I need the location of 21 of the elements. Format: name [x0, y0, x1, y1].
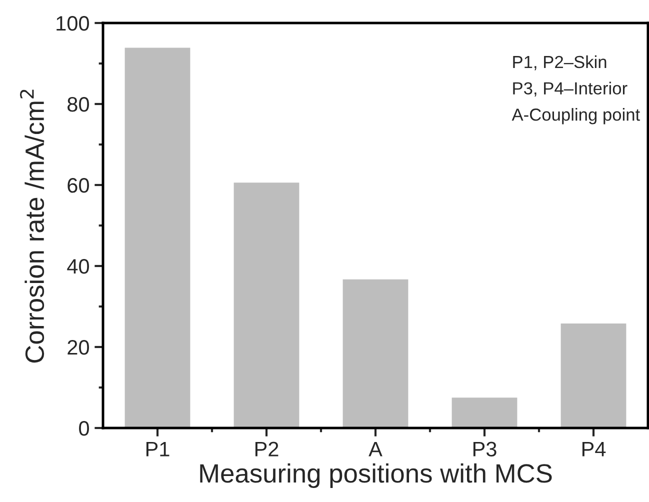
x-tick-label: P1: [146, 442, 170, 456]
bar: [560, 324, 626, 428]
bar: [234, 182, 300, 428]
annotation: P1, P2–Skin: [513, 55, 606, 70]
annotation: P3, P4–Interior: [513, 82, 628, 97]
x-tick-label: P2: [255, 442, 278, 456]
y-tick-label: 20: [68, 340, 89, 355]
bar: [342, 279, 408, 428]
annotation: A-Coupling point: [512, 108, 640, 124]
y-tick-label: 0: [79, 421, 89, 436]
x-tick-label: P3: [473, 442, 496, 456]
x-tick-label: P4: [582, 442, 606, 456]
y-tick-label: 80: [68, 97, 89, 112]
bar: [124, 48, 190, 428]
y-tick-label: 40: [67, 259, 89, 274]
x-axis-title: Measuring positions with MCS: [200, 463, 552, 488]
x-tick-label: A: [368, 442, 382, 456]
bar: [452, 398, 518, 428]
y-tick-label: 60: [68, 178, 89, 193]
y-axis-title: Corrosion rate /mA/cm$^{2}$: [20, 90, 44, 363]
y-tick-label: 100: [56, 16, 89, 31]
